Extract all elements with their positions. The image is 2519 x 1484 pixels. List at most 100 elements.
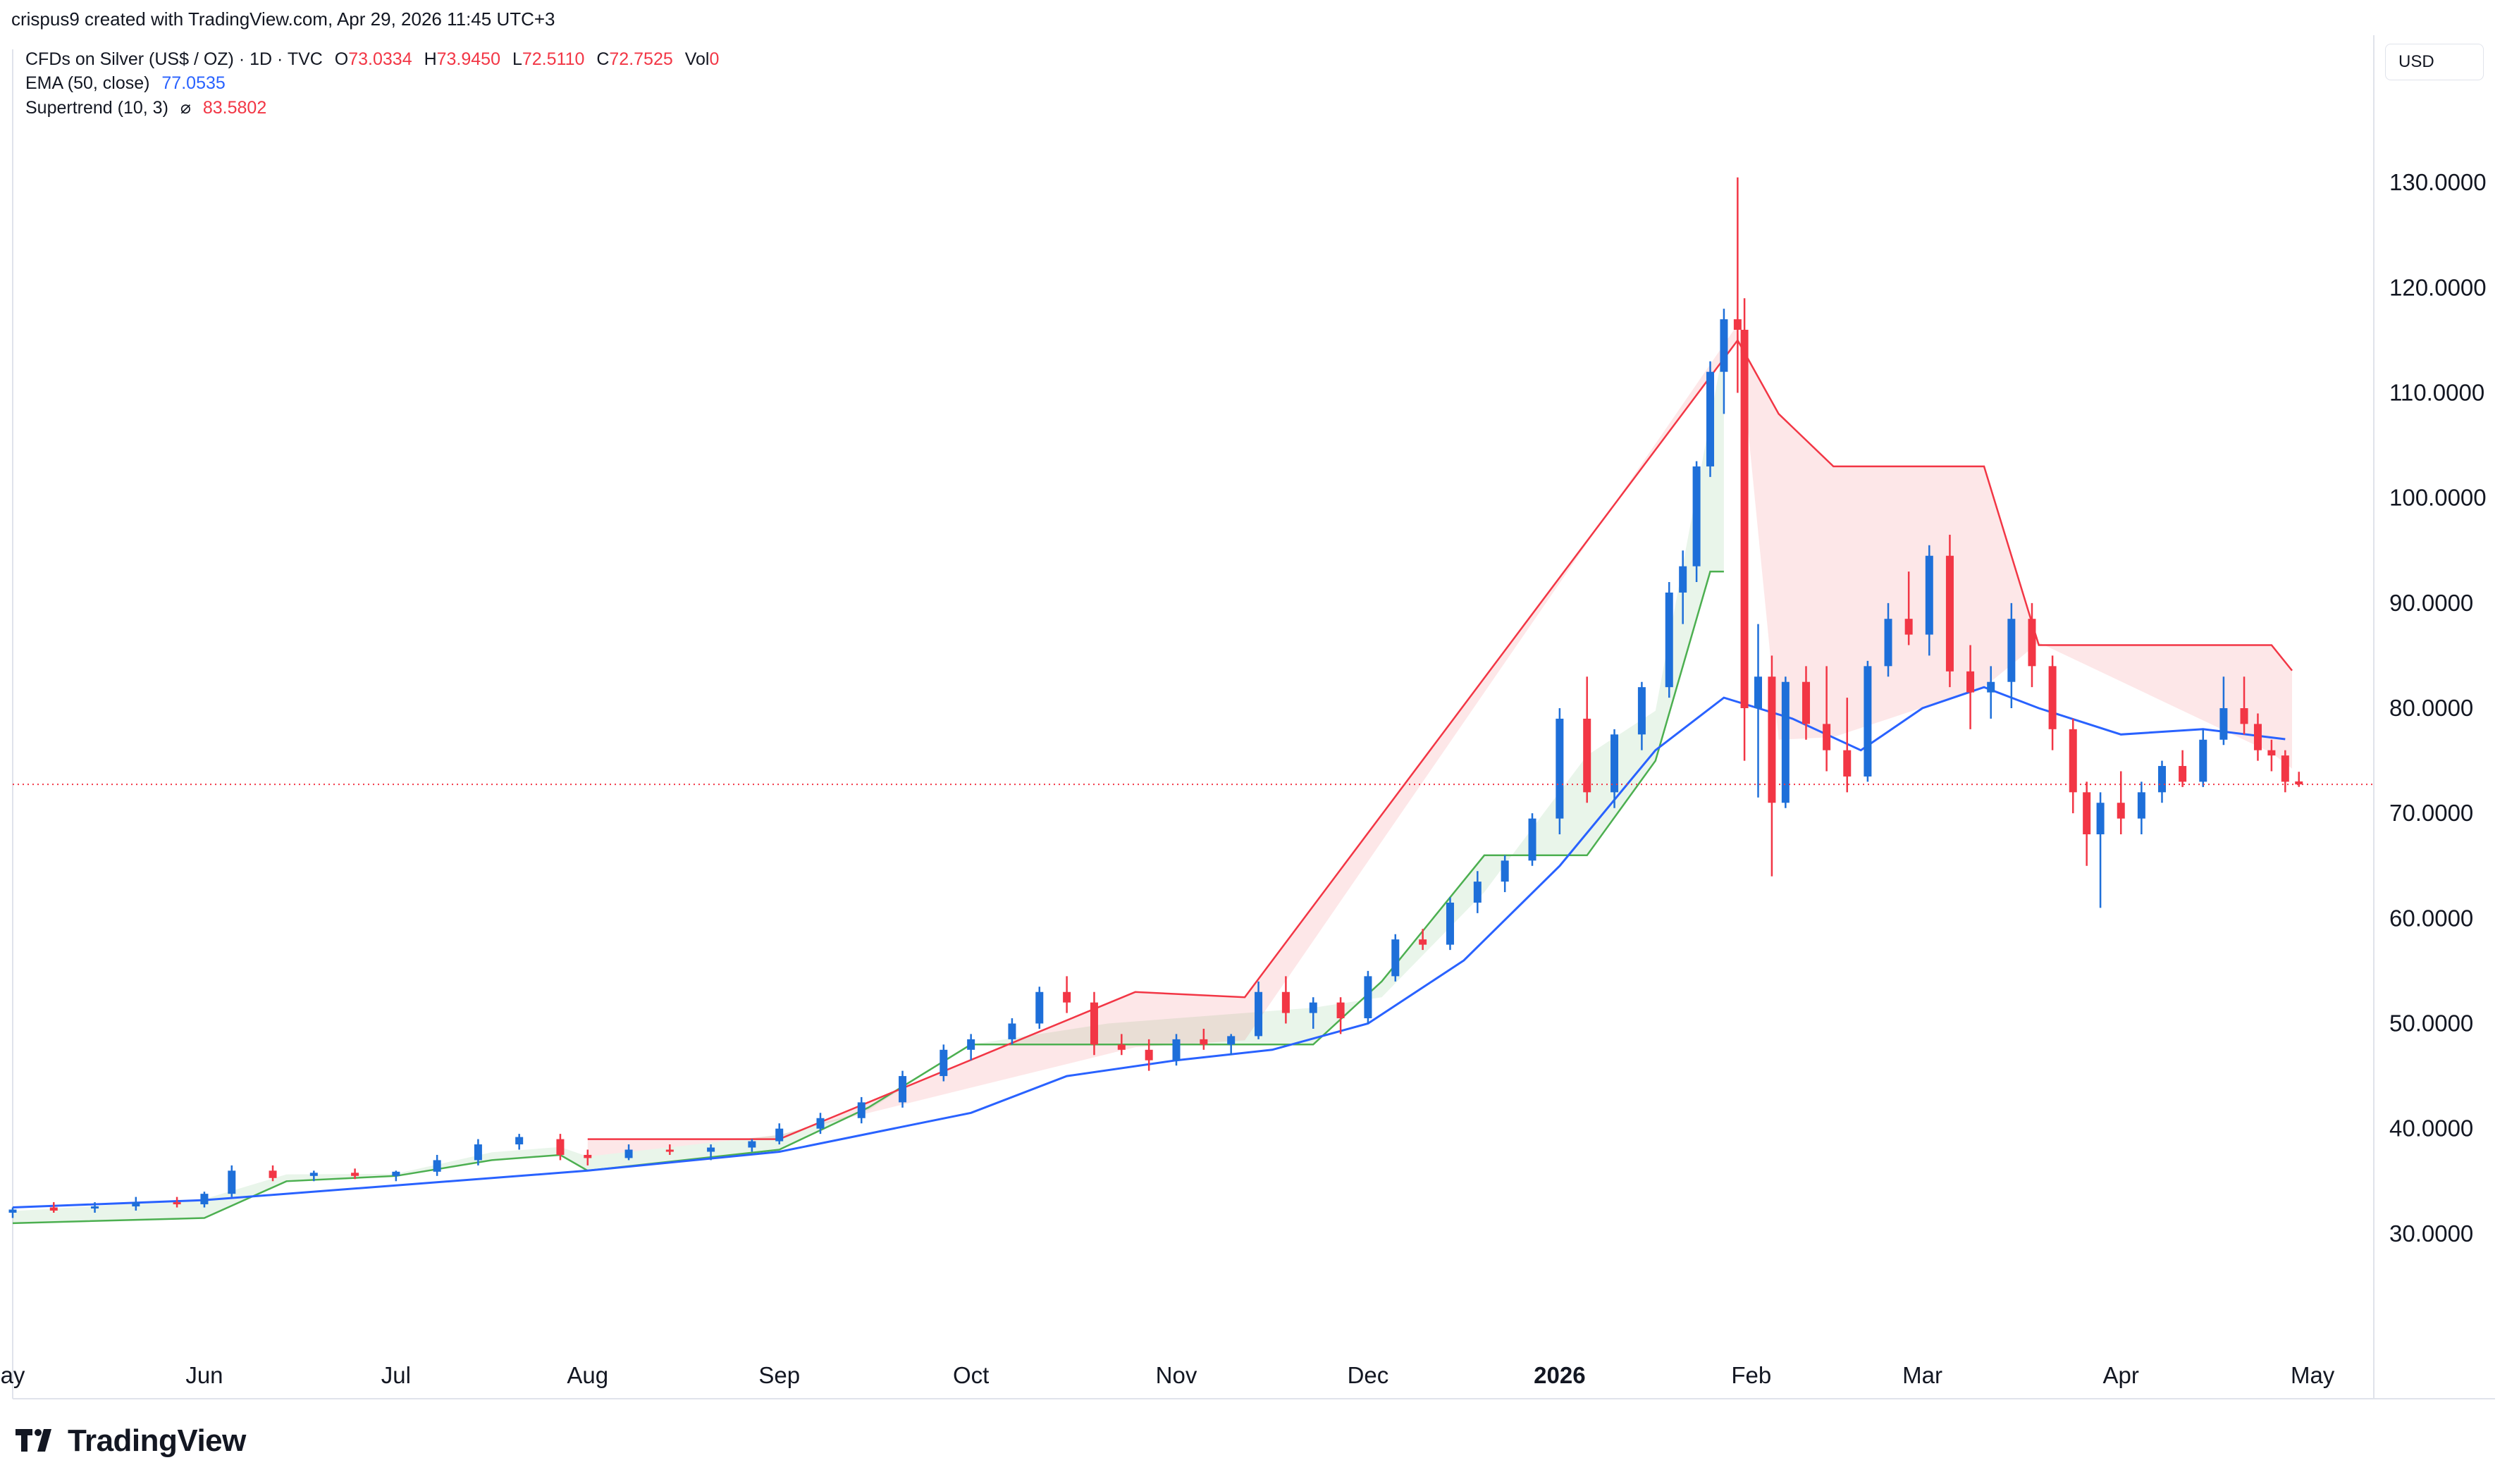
candle-body — [1754, 676, 1762, 708]
candle — [1117, 1034, 1126, 1056]
candles-layer — [8, 177, 2303, 1218]
candle — [2048, 655, 2057, 750]
candle-body — [1528, 818, 1536, 861]
candle-body — [1768, 676, 1776, 803]
y-tick-label: 70.0000 — [2389, 800, 2473, 826]
candle-body — [1720, 319, 1728, 372]
price-chart[interactable]: 30.0000 40.0000 50.0000 60.0000 70.0000 80.00… — [0, 0, 2519, 1409]
x-tick-label: 2026 — [1534, 1362, 1585, 1388]
candle-body — [624, 1149, 633, 1158]
candle-body — [1419, 939, 1427, 945]
candle — [665, 1144, 674, 1155]
x-tick-label: ay — [1, 1362, 25, 1388]
candle — [91, 1202, 99, 1213]
candle — [392, 1170, 400, 1182]
supertrend-layer — [12, 324, 2293, 1225]
x-tick-label: Aug — [567, 1362, 608, 1388]
candle — [269, 1165, 277, 1182]
candle — [748, 1139, 756, 1152]
candle — [1227, 1034, 1236, 1056]
candle-body — [967, 1039, 975, 1050]
ema-50-line — [12, 686, 2286, 1208]
candle-body — [1583, 718, 1591, 793]
candle-body — [899, 1076, 907, 1103]
candle-body — [433, 1160, 441, 1172]
candle — [584, 1149, 592, 1165]
tradingview-logo[interactable]: TradingView — [16, 1423, 246, 1459]
legend-supertrend-row[interactable]: Supertrend (10, 3) ⌀ 83.5802 — [25, 97, 266, 118]
candle — [1802, 666, 1810, 740]
candle-body — [515, 1137, 524, 1145]
candle — [1501, 855, 1509, 893]
y-tick-label: 50.0000 — [2389, 1010, 2473, 1037]
y-tick-label: 40.0000 — [2389, 1115, 2473, 1142]
grid-layer — [12, 35, 2495, 1399]
candle — [1446, 897, 1454, 951]
ema-layer — [12, 686, 2286, 1208]
candle-body — [1063, 991, 1071, 1003]
legend-supertrend-value: 83.5802 — [202, 98, 267, 118]
candle — [351, 1168, 359, 1180]
currency-button[interactable]: USD — [2385, 44, 2484, 80]
y-tick-label: 90.0000 — [2389, 590, 2473, 616]
candle — [2096, 792, 2105, 908]
candle-body — [1145, 1049, 1153, 1061]
legend-low-value: 72.5110 — [522, 49, 585, 69]
candle — [1145, 1039, 1153, 1071]
legend-supertrend-symbol: ⌀ — [180, 98, 191, 118]
candle-body — [748, 1141, 756, 1148]
candle — [1528, 813, 1536, 866]
y-tick-label: 60.0000 — [2389, 905, 2473, 931]
y-tick-label: 130.0000 — [2389, 169, 2487, 195]
candle — [2281, 750, 2289, 793]
legend-symbol-row: CFDs on Silver (US$ / OZ) · 1D · TVC O73… — [25, 49, 726, 70]
candle — [2240, 676, 2248, 735]
legend-supertrend-label: Supertrend (10, 3) — [25, 98, 168, 118]
legend-open-value: 73.0334 — [348, 49, 412, 69]
candle-body — [474, 1144, 482, 1161]
candle-body — [1802, 681, 1810, 724]
legend-vol-label: Vol — [684, 49, 710, 69]
candle — [1610, 729, 1619, 808]
candle — [2199, 729, 2207, 787]
legend-ema-row[interactable]: EMA (50, close) 77.0535 — [25, 73, 226, 94]
candle — [1637, 681, 1646, 750]
candle-body — [2117, 803, 2125, 819]
candle — [899, 1070, 907, 1108]
candle-body — [1255, 991, 1263, 1037]
legend-ema-label: EMA (50, close) — [25, 73, 150, 93]
candle — [1706, 361, 1715, 477]
candle — [1309, 997, 1317, 1029]
candle — [1419, 929, 1427, 951]
candle-body — [269, 1170, 277, 1178]
candle — [1692, 461, 1701, 582]
candle — [200, 1192, 209, 1208]
candle-body — [2219, 708, 2228, 740]
candle — [940, 1044, 948, 1082]
candle-body — [775, 1128, 784, 1142]
candle-body — [1227, 1036, 1236, 1045]
candle-body — [2069, 729, 2077, 793]
candle-body — [2157, 766, 2166, 793]
candle-body — [1706, 371, 1715, 466]
y-tick-label: 30.0000 — [2389, 1220, 2473, 1247]
candle-body — [2083, 792, 2091, 834]
candle-body — [351, 1173, 359, 1176]
candle-body — [1473, 882, 1482, 903]
candle — [309, 1170, 318, 1182]
supertrend-down-line — [587, 338, 2293, 1140]
candle-body — [2199, 739, 2207, 782]
candle-body — [940, 1049, 948, 1077]
candle-body — [2028, 619, 2036, 667]
candle-body — [1446, 902, 1454, 945]
legend-vol-value: 0 — [709, 49, 720, 69]
candle — [474, 1139, 482, 1165]
candle — [857, 1096, 866, 1124]
candle-body — [2267, 750, 2276, 756]
candle-body — [2179, 766, 2187, 782]
candle-body — [1172, 1039, 1181, 1061]
candle — [1945, 534, 1954, 688]
candle — [173, 1197, 181, 1208]
candle — [1864, 660, 1872, 782]
x-tick-label: Oct — [953, 1362, 989, 1388]
